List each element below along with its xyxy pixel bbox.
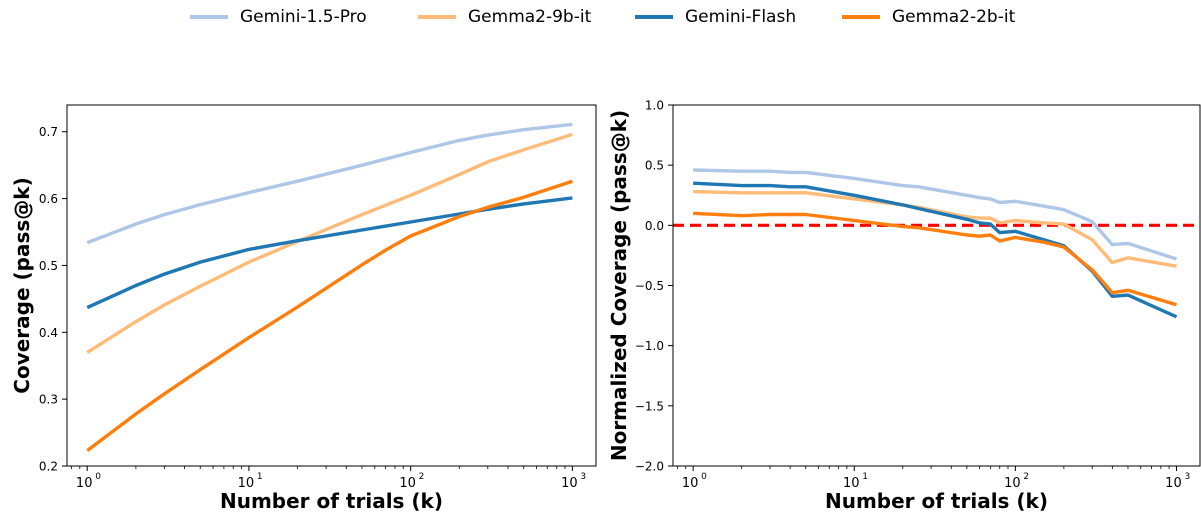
x-tick-label: 10 [843,476,860,491]
x-tick-exponent: 2 [419,472,425,482]
series-line-gemma2-9b-it [86,132,573,354]
series-line-gemma2-9b-it [693,189,1177,268]
x-tick-label: 10 [1004,476,1021,491]
series-line-gemma2-2b-it [86,179,573,452]
y-axis-label: Coverage (pass@k) [10,177,34,393]
x-tick-exponent: 1 [257,472,263,482]
plot-frame [66,104,597,467]
x-tick-exponent: 3 [580,472,586,482]
normalized-coverage-chart: 10 0 10 1 10 2 10 3−2.0−1.5−1.0−0.50.00.51.0Num… [607,99,1201,512]
legend-label: Gemma2-9b-it [468,7,592,27]
y-tick-label: 0.3 [39,393,58,407]
plot-frame [672,104,1201,467]
x-tick-label: 10 [561,476,578,491]
y-tick-label: −1.5 [635,399,664,413]
x-axis-label: Number of trials (k) [825,489,1048,512]
series-line-gemma2-2b-it [693,211,1177,307]
x-tick-exponent: 0 [95,472,101,482]
x-tick-label: 10 [682,476,699,491]
series-line-gemini-1-5-pro [86,122,573,245]
y-tick-label: 1.0 [645,99,664,113]
legend-item-gemini-1-5-pro: Gemini-1.5-Pro [190,4,367,30]
legend-item-gemma2-9b-it: Gemma2-9b-it [418,4,591,30]
x-tick-exponent: 2 [1023,472,1029,482]
x-tick-exponent: 1 [862,472,868,482]
series-line-gemini-1-5-pro [693,168,1178,261]
series-line-gemini-flash [86,196,573,310]
y-tick-label: 0.5 [645,159,664,173]
y-tick-label: 0.7 [39,125,58,139]
series-line-gemini-flash [693,181,1178,319]
y-axis-label: Normalized Coverage (pass@k) [607,110,631,461]
x-tick-exponent: 3 [1184,472,1190,482]
legend-item-gemini-flash: Gemini-Flash [635,4,796,30]
legend-item-gemma2-2b-it: Gemma2-2b-it [842,4,1015,30]
y-tick-label: 0.2 [39,460,58,474]
legend-label: Gemma2-2b-it [892,7,1016,27]
legend-label: Gemini-Flash [685,7,797,27]
legend-swatch-gemma2-9b-it [418,15,456,19]
y-tick-label: −1.0 [635,339,664,353]
y-tick-label: −0.5 [635,279,664,293]
legend-swatch-gemini-flash [635,15,673,19]
x-tick-label: 10 [399,476,416,491]
y-tick-label: 0.6 [39,192,58,206]
x-tick-label: 10 [1165,476,1182,491]
x-tick-exponent: 0 [701,472,707,482]
legend: Gemini-1.5-Pro Gemma2-9b-it Gemini-Flash… [0,4,1201,30]
x-tick-label: 10 [76,476,93,491]
legend-swatch-gemma2-2b-it [842,15,880,19]
y-tick-label: −2.0 [635,460,664,474]
x-axis-label: Number of trials (k) [220,489,443,512]
y-tick-label: 0.5 [39,259,58,273]
legend-label: Gemini-1.5-Pro [240,7,367,27]
y-tick-label: 0.0 [645,219,664,233]
y-tick-label: 0.4 [39,326,58,340]
x-tick-label: 10 [238,476,255,491]
legend-swatch-gemini-1-5-pro [190,15,228,19]
